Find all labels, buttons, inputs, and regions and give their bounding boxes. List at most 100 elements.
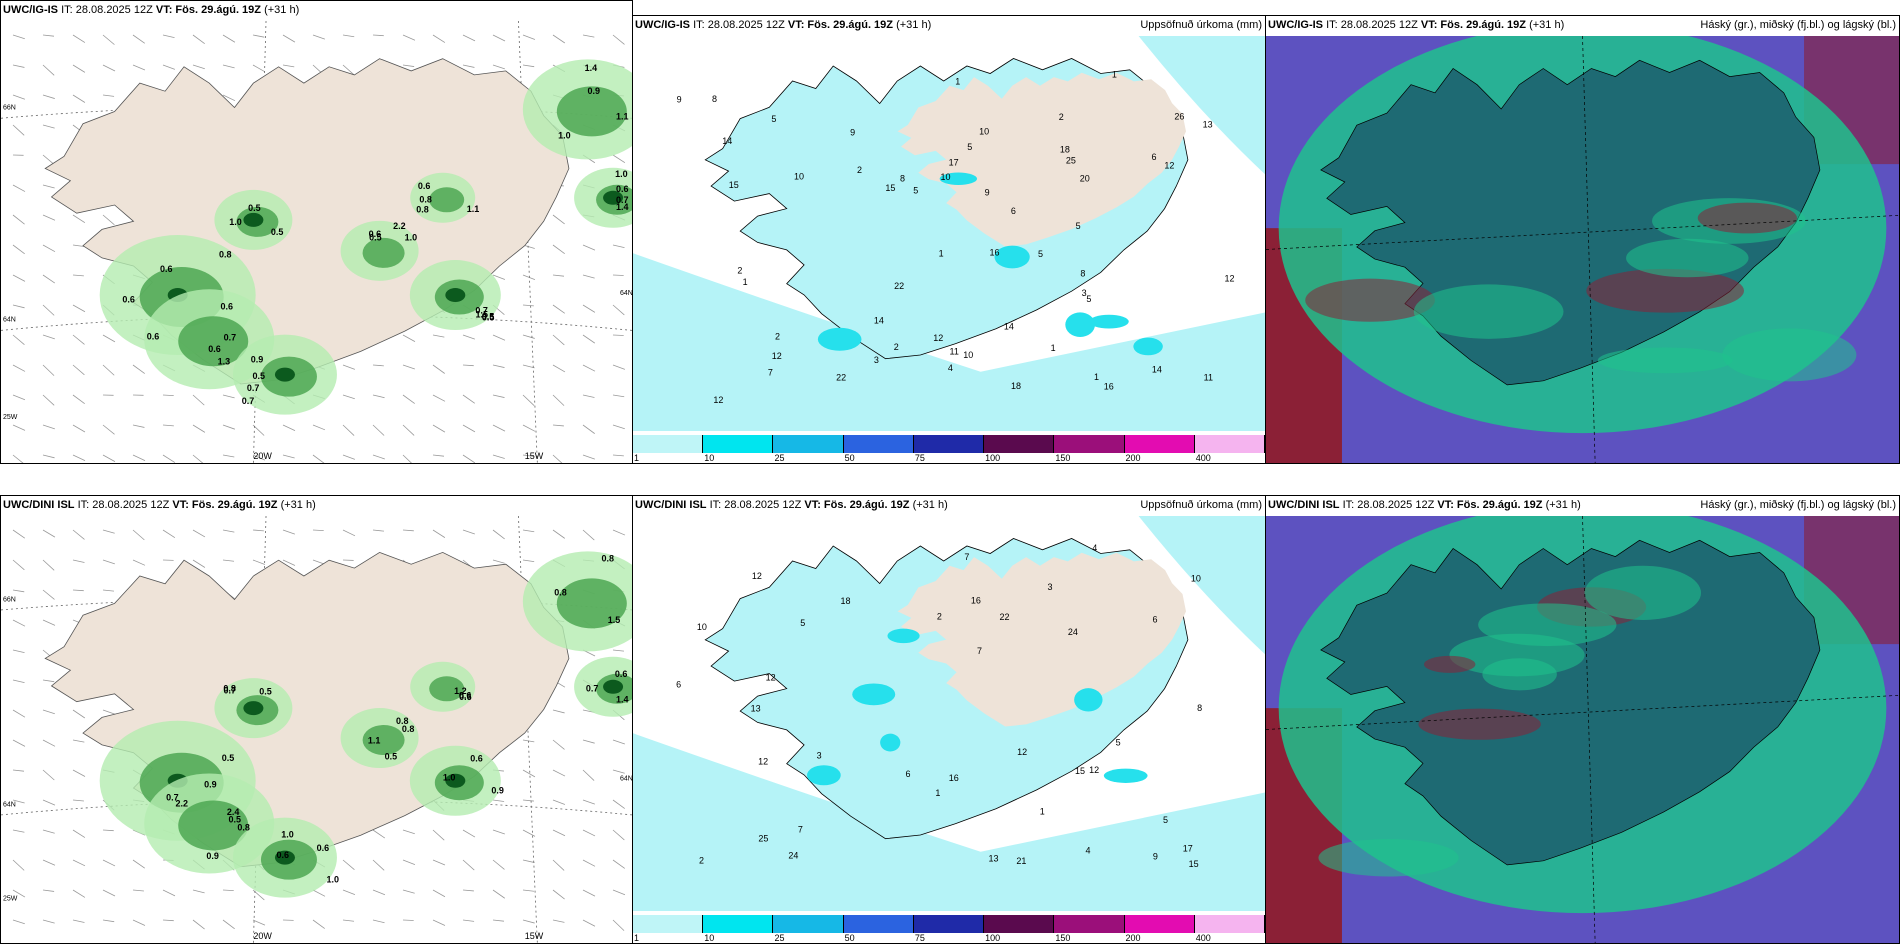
wind-barb bbox=[402, 424, 415, 436]
wind-barb bbox=[402, 889, 415, 894]
accum-value: 15 bbox=[1189, 859, 1199, 869]
panel-top-left: UWC/IG-IS IT: 28.08.2025 12Z VT: Fös. 29… bbox=[0, 0, 633, 464]
cloud-map-svg bbox=[1266, 23, 1899, 463]
cloud-map-svg bbox=[1266, 503, 1899, 943]
precip-value: 0.6 bbox=[160, 264, 173, 274]
wind-barb bbox=[522, 919, 535, 924]
accum-heavy bbox=[994, 245, 1030, 269]
precip-map: 0.6 0.6 0.7 0.5 0.7 0.9 1.0 0.8 0.5 0.6 0.6 0.9 1.0 0… bbox=[1, 20, 632, 463]
wind-barb bbox=[12, 769, 25, 772]
wind-barb bbox=[522, 334, 535, 339]
wind-barb bbox=[282, 34, 296, 43]
precip-moderate bbox=[362, 237, 405, 268]
product-title: Uppsöfnuð úrkoma (mm) bbox=[1140, 499, 1262, 511]
wind-barb bbox=[72, 589, 84, 592]
wind-barb bbox=[372, 529, 385, 532]
wind-barb bbox=[42, 424, 55, 430]
wind-barb bbox=[612, 649, 625, 652]
wind-barb bbox=[72, 244, 85, 247]
accum-value: 6 bbox=[676, 679, 681, 689]
precip-value: 0.6 bbox=[615, 669, 628, 679]
colorbar-segment bbox=[633, 915, 704, 933]
wind-barb bbox=[102, 364, 115, 376]
wind-barb bbox=[522, 559, 535, 563]
precip-value: 1.4 bbox=[616, 694, 629, 704]
accum-value: 24 bbox=[1068, 627, 1078, 637]
precip-value: 1.0 bbox=[405, 233, 418, 243]
wind-barb bbox=[222, 424, 235, 430]
accum-value: 12 bbox=[766, 672, 776, 682]
colorbar-segment bbox=[984, 435, 1055, 453]
accum-area bbox=[1138, 516, 1265, 655]
accum-value: 10 bbox=[697, 622, 707, 632]
accum-value: 5 bbox=[1116, 737, 1121, 747]
wind-barb bbox=[552, 34, 566, 44]
wind-barb bbox=[42, 34, 55, 37]
precip-value: 1.0 bbox=[229, 217, 242, 227]
accum-value: 26 bbox=[1174, 111, 1184, 121]
wind-barb bbox=[522, 454, 535, 457]
wind-barb bbox=[522, 529, 535, 533]
colorbar: 1 10 25 50 75 100 150 200 400 bbox=[633, 913, 1265, 943]
accum-sea bbox=[633, 36, 1265, 431]
precip-value: 0.9 bbox=[588, 86, 601, 96]
wind-barb bbox=[102, 529, 115, 534]
precip-moderate bbox=[429, 187, 465, 213]
wind-barb bbox=[72, 769, 86, 777]
wind-barb bbox=[552, 304, 565, 314]
wind-barb bbox=[162, 394, 174, 397]
lon-line bbox=[1582, 515, 1596, 943]
accum-value: 7 bbox=[798, 825, 803, 835]
wind-barb bbox=[42, 829, 55, 834]
wind-barb bbox=[12, 94, 26, 100]
wind-barb bbox=[612, 34, 625, 45]
accum-sea bbox=[633, 516, 1265, 911]
lat-label: 66N bbox=[3, 596, 16, 603]
wind-barb bbox=[462, 919, 475, 922]
wind-barb bbox=[432, 859, 446, 866]
wind-barb bbox=[192, 559, 206, 568]
accum-value: 5 bbox=[800, 618, 805, 628]
wind-barb bbox=[222, 454, 235, 458]
accum-value: 15 bbox=[885, 183, 895, 193]
wind-barb bbox=[102, 214, 115, 226]
accum-heavy bbox=[1065, 312, 1096, 337]
precip-heavy bbox=[274, 367, 295, 382]
accum-value: 9 bbox=[985, 188, 990, 198]
accum-value: 7 bbox=[768, 367, 773, 377]
precip-value: 2.2 bbox=[393, 221, 406, 231]
precip-value: 0.5 bbox=[259, 687, 272, 697]
wind-barb bbox=[252, 424, 265, 436]
accum-value: 18 bbox=[1011, 381, 1021, 391]
wind-barb bbox=[402, 64, 415, 67]
wind-barb bbox=[552, 889, 565, 900]
precip-value: 1.1 bbox=[368, 736, 381, 746]
accum-value: 18 bbox=[840, 596, 850, 606]
precip-value: 0.7 bbox=[586, 684, 599, 694]
wind-barb bbox=[612, 244, 625, 248]
accum-value: 14 bbox=[722, 136, 732, 146]
panel-header: UWC/DINI ISL IT: 28.08.2025 12Z VT: Fös.… bbox=[635, 499, 948, 511]
precip-value: 0.5 bbox=[385, 752, 398, 762]
colorbar-segment bbox=[984, 915, 1055, 933]
accum-value: 4 bbox=[948, 363, 953, 373]
precip-value: 0.6 bbox=[221, 302, 234, 312]
cloud-band bbox=[1584, 565, 1702, 620]
wind-barb bbox=[72, 304, 86, 313]
wind-barb bbox=[252, 64, 266, 73]
wind-barb bbox=[132, 529, 145, 541]
wind-barb bbox=[522, 364, 535, 369]
wind-barb bbox=[12, 739, 26, 747]
precip-value: 0.9 bbox=[206, 851, 219, 861]
wind-barb bbox=[42, 919, 55, 924]
cloud-band bbox=[1418, 708, 1541, 740]
accum-heavy bbox=[939, 172, 978, 185]
accum-value: 21 bbox=[1016, 856, 1026, 866]
wind-barb bbox=[522, 799, 534, 802]
accum-heavy bbox=[807, 765, 841, 786]
wind-barb bbox=[12, 589, 25, 593]
colorbar-segment bbox=[1194, 435, 1265, 453]
accum-value: 1 bbox=[935, 788, 940, 798]
wind-barb bbox=[582, 889, 596, 897]
